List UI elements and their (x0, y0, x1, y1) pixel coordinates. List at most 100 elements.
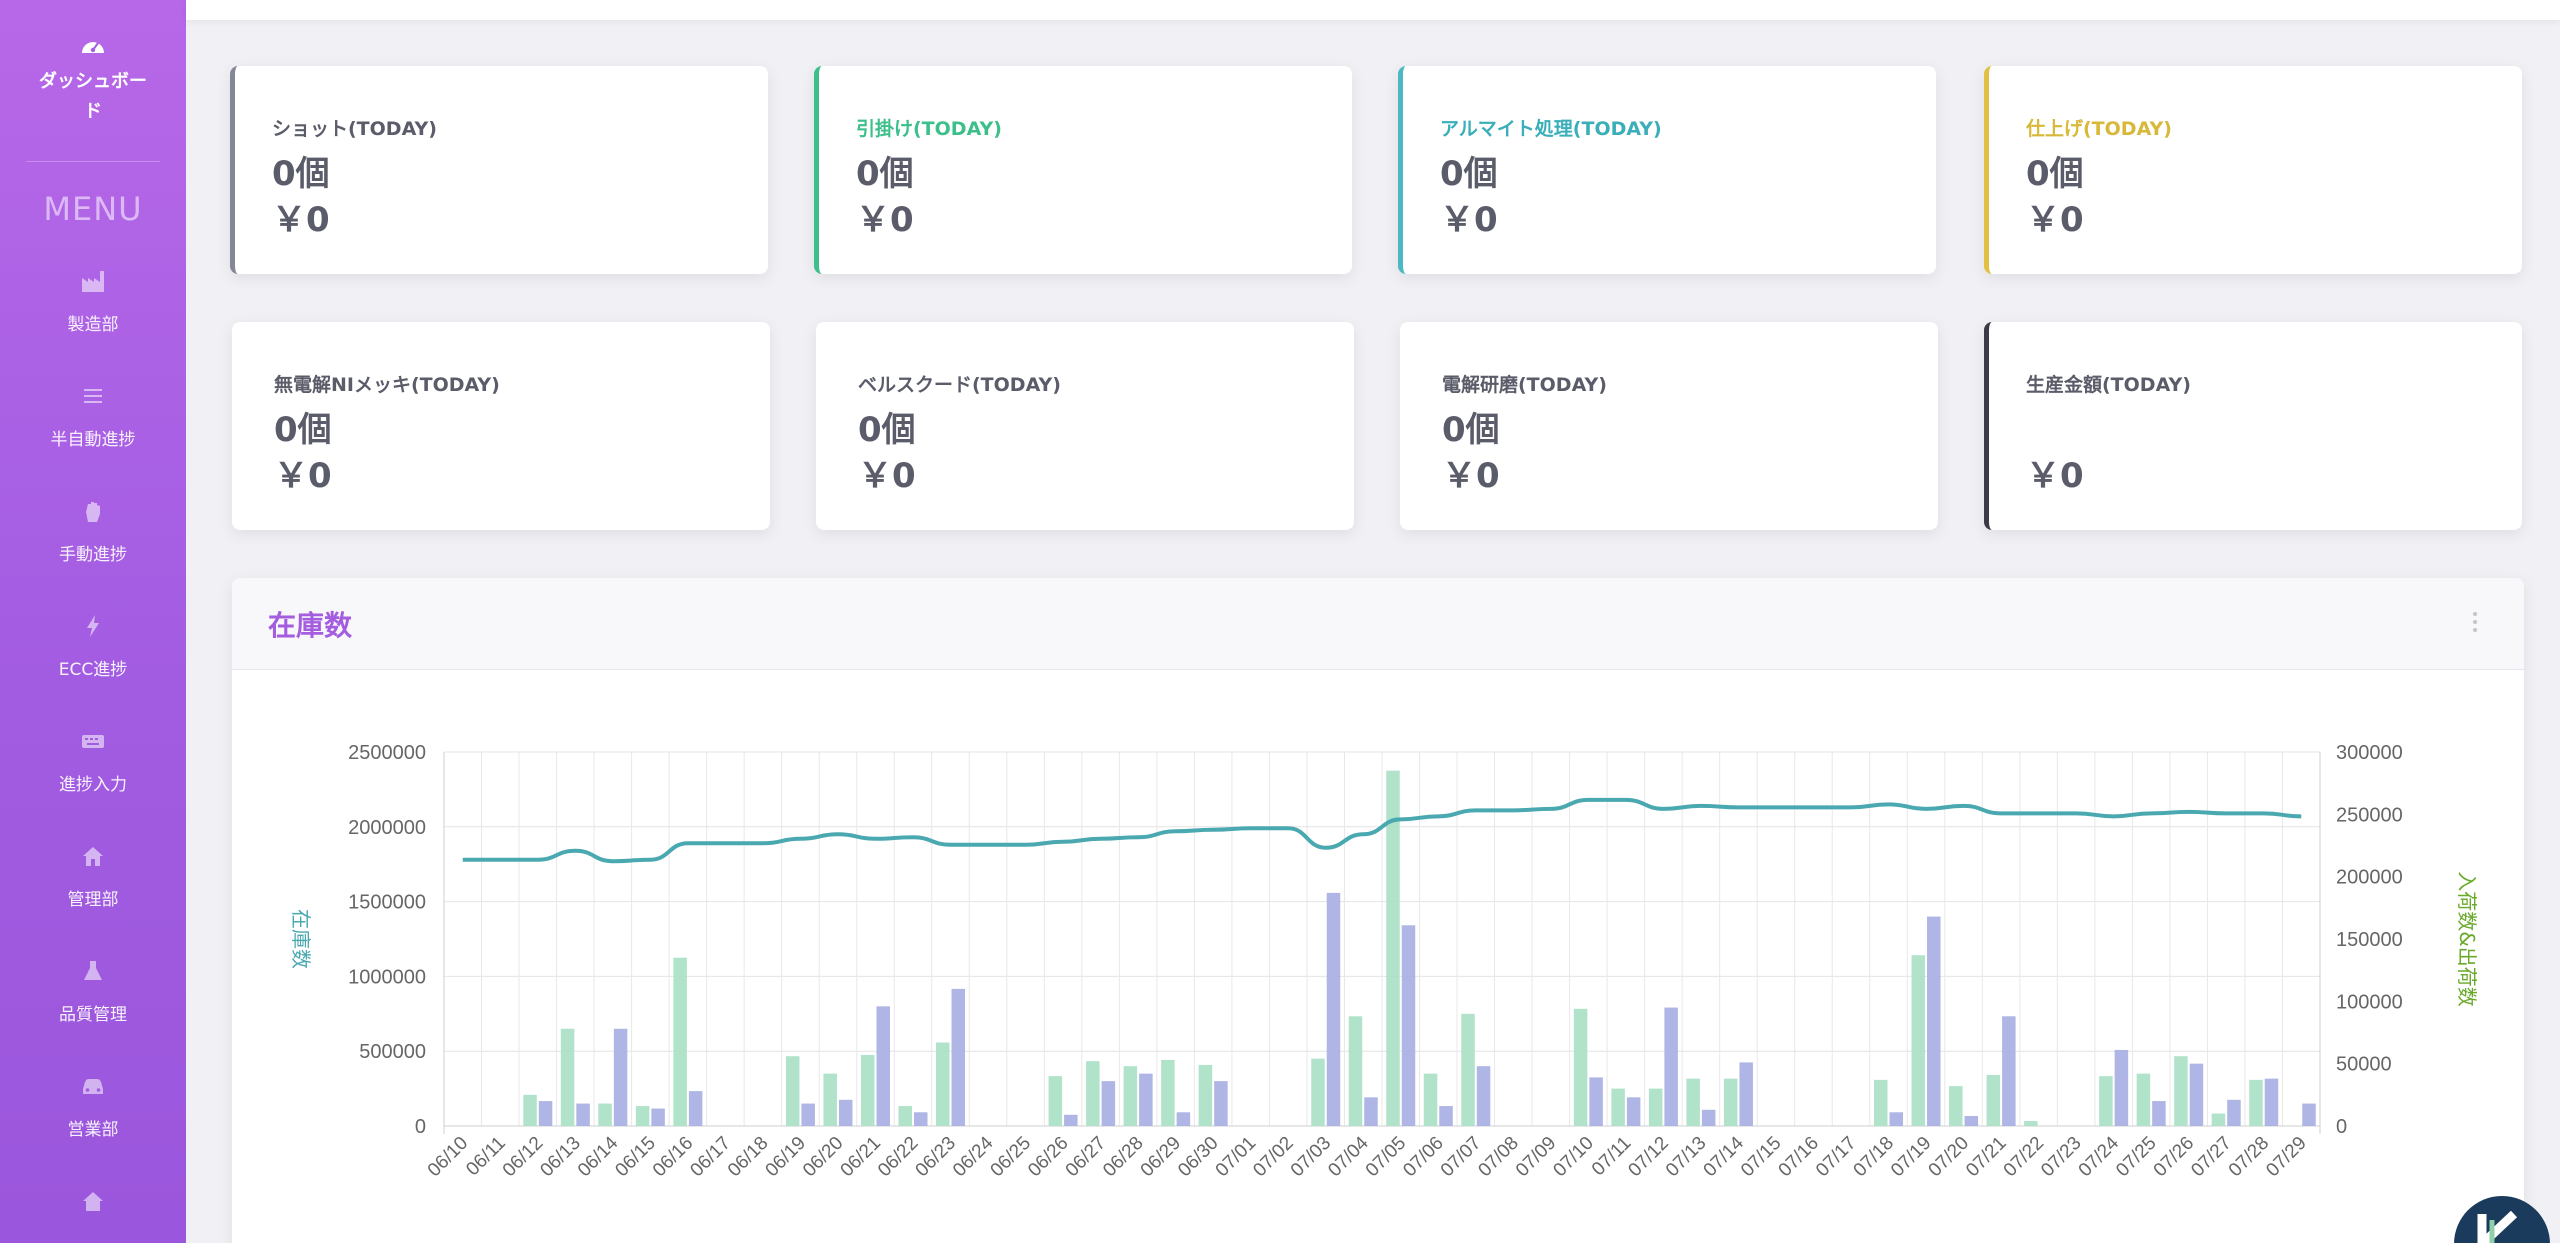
bar (2227, 1099, 2241, 1126)
bar (1214, 1081, 1228, 1126)
x-tick-label: 07/20 (1925, 1133, 1973, 1181)
x-tick-label: 07/24 (2075, 1132, 2124, 1181)
y-tick-left: 1000000 (348, 966, 426, 988)
factory-icon (82, 271, 104, 292)
x-tick-label: 07/16 (1775, 1133, 1823, 1181)
x-tick-label: 07/15 (1737, 1133, 1785, 1181)
bar (1611, 1088, 1625, 1126)
hand-icon (86, 502, 100, 522)
sidebar-item-quality[interactable]: 品質管理 (0, 956, 186, 1071)
bar (560, 1028, 575, 1126)
bar (2136, 1073, 2151, 1126)
bar (651, 1108, 665, 1126)
card-count: 0個 (272, 154, 330, 194)
sidebar-item-sales[interactable]: 営業部 (0, 1071, 186, 1186)
x-tick-label: 07/08 (1474, 1133, 1522, 1181)
bar (1423, 1073, 1438, 1126)
card-count: 0個 (1440, 154, 1498, 194)
x-tick-label: 07/13 (1662, 1133, 1710, 1181)
bar (598, 1103, 612, 1126)
sidebar-item-admin[interactable]: 管理部 (0, 841, 186, 956)
bar (2302, 1103, 2316, 1126)
card-amount: ￥0 (1440, 200, 1498, 240)
card-shot: ショット(TODAY) 0個 ￥0 (230, 66, 768, 274)
sidebar-item-ecc-progress[interactable]: ECC進捗 (0, 611, 186, 726)
bar (2099, 1076, 2113, 1126)
bar (2152, 1101, 2166, 1126)
x-tick-label: 06/22 (874, 1133, 922, 1181)
list-icon (84, 389, 102, 403)
sidebar: ダッシュボード MENU 製造部 半自動進捗 手動進捗 ECC進捗 進捗入力 管… (0, 0, 186, 1243)
card-amount: ￥0 (272, 200, 330, 240)
bar (1874, 1079, 1888, 1126)
x-tick-label: 06/14 (574, 1132, 623, 1181)
card-alumite: アルマイト処理(TODAY) 0個 ￥0 (1398, 66, 1936, 274)
card-title: ベルスクード(TODAY) (858, 374, 1061, 396)
card-electropolishing: 電解研磨(TODAY) 0個 ￥0 (1400, 322, 1938, 530)
bar (2211, 1113, 2226, 1126)
topbar (186, 0, 2560, 20)
card-amount: ￥0 (858, 456, 916, 496)
card-electroless-ni: 無電解NIメッキ(TODAY) 0個 ￥0 (232, 322, 770, 530)
x-tick-label: 06/20 (799, 1133, 847, 1181)
y-tick-right: 200000 (2336, 867, 2403, 889)
sidebar-item-more[interactable] (0, 1186, 186, 1243)
bar (1589, 1077, 1603, 1126)
bar (2114, 1049, 2129, 1126)
card-amount: ￥0 (2026, 200, 2084, 240)
y-tick-left: 500000 (359, 1041, 426, 1063)
sidebar-item-manual-progress[interactable]: 手動進捗 (0, 496, 186, 611)
x-tick-label: 07/29 (2262, 1133, 2310, 1181)
home-icon (83, 847, 103, 866)
bar (613, 1028, 628, 1126)
flask-icon (84, 961, 102, 980)
x-tick-label: 07/18 (1850, 1133, 1898, 1181)
sidebar-item-label: 進捗入力 (59, 775, 127, 795)
card-production-amount: 生産金額(TODAY) ￥0 (1984, 322, 2522, 530)
bar (1911, 955, 1926, 1126)
bar (936, 1042, 950, 1126)
bar (785, 1056, 800, 1126)
bar (635, 1106, 650, 1126)
sidebar-item-manufacturing[interactable]: 製造部 (0, 266, 186, 381)
card-count: 0個 (1442, 410, 1500, 450)
bar (1701, 1109, 1716, 1126)
sidebar-item-progress-input[interactable]: 進捗入力 (0, 726, 186, 841)
x-tick-label: 07/14 (1700, 1132, 1749, 1181)
card-amount: ￥0 (274, 456, 332, 496)
x-tick-label: 07/05 (1362, 1133, 1410, 1181)
bar (1048, 1076, 1063, 1126)
card-hanging: 引掛け(TODAY) 0個 ￥0 (814, 66, 1352, 274)
bar (1461, 1013, 1475, 1126)
y-axis-label-left: 在庫数 (289, 909, 313, 969)
card-count: 0個 (856, 154, 914, 194)
sidebar-brand[interactable]: ダッシュボード (26, 0, 160, 162)
y-tick-right: 150000 (2336, 929, 2403, 951)
sidebar-item-label: 品質管理 (59, 1005, 127, 1025)
bar (1476, 1066, 1491, 1126)
sidebar-item-label: 営業部 (67, 1120, 119, 1140)
bar (1573, 1008, 1588, 1126)
bar (2002, 1016, 2016, 1126)
bar (2024, 1121, 2038, 1126)
x-tick-label: 06/27 (1062, 1133, 1110, 1181)
bar (1889, 1112, 1904, 1126)
bar (1123, 1066, 1138, 1126)
bar (860, 1054, 875, 1126)
bar (576, 1103, 590, 1126)
more-options-icon[interactable] (2472, 612, 2478, 636)
panel-header: 在庫数 (232, 578, 2524, 670)
sidebar-item-semi-auto-progress[interactable]: 半自動進捗 (0, 381, 186, 496)
card-title: 引掛け(TODAY) (856, 118, 1002, 140)
bar (838, 1099, 853, 1126)
y-tick-right: 300000 (2336, 742, 2403, 764)
x-tick-label: 06/11 (462, 1133, 509, 1180)
bar (2189, 1063, 2204, 1126)
bar (1686, 1078, 1700, 1126)
y-tick-left: 1500000 (348, 892, 426, 914)
x-tick-label: 07/26 (2150, 1133, 2198, 1181)
bar (1176, 1112, 1191, 1126)
car-icon (83, 1079, 103, 1094)
card-amount: ￥0 (2026, 456, 2084, 496)
bar (1386, 770, 1400, 1126)
